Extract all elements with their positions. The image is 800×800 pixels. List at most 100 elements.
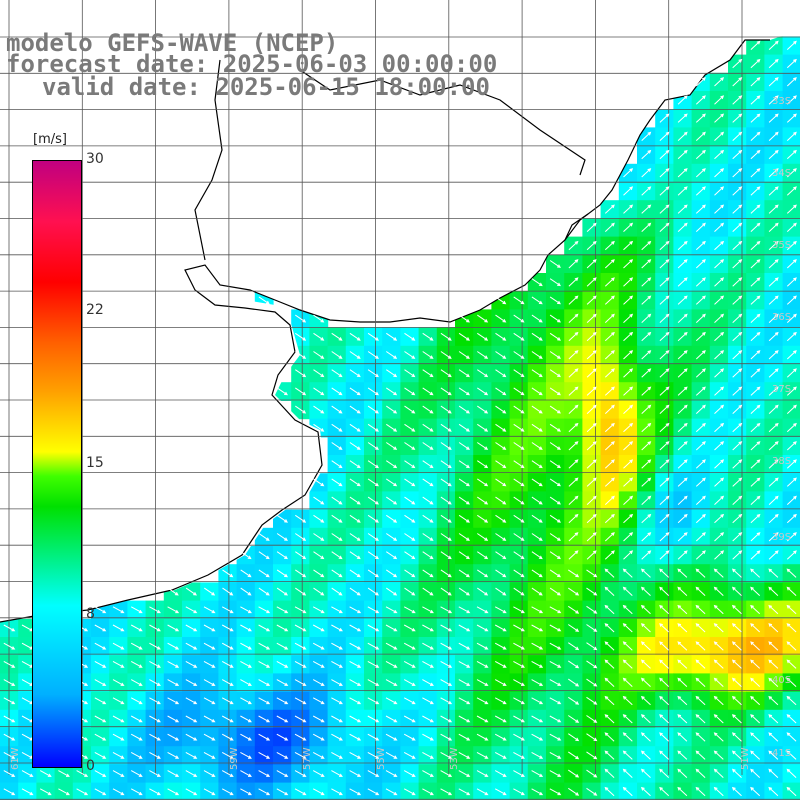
wind-arrow bbox=[677, 168, 688, 178]
wind-arrow bbox=[549, 624, 562, 632]
wind-arrow bbox=[458, 405, 470, 414]
wind-arrow bbox=[531, 606, 544, 614]
wind-arrow bbox=[750, 659, 761, 669]
wind-arrow bbox=[513, 551, 525, 560]
wind-arrow bbox=[240, 569, 252, 578]
wind-arrow bbox=[714, 368, 725, 378]
wind-arrow bbox=[659, 786, 670, 797]
wind-arrow bbox=[221, 660, 234, 668]
wind-arrow bbox=[367, 405, 379, 414]
wind-arrow bbox=[331, 679, 343, 686]
wind-arrow bbox=[39, 770, 52, 777]
wind-arrow bbox=[3, 733, 16, 741]
wind-arrow bbox=[385, 642, 398, 650]
wind-arrow bbox=[640, 623, 651, 633]
wind-arrow bbox=[440, 715, 453, 723]
wind-arrow bbox=[623, 422, 634, 433]
wind-arrow bbox=[659, 131, 670, 141]
wind-arrow bbox=[221, 788, 234, 796]
wind-arrow bbox=[549, 278, 561, 287]
wind-arrow bbox=[695, 113, 706, 123]
wind-arrow bbox=[403, 624, 416, 632]
wind-arrow bbox=[458, 369, 470, 378]
wind-arrow bbox=[531, 733, 544, 741]
wind-arrow bbox=[476, 770, 489, 777]
wind-arrow bbox=[313, 587, 325, 596]
wind-arrow bbox=[586, 769, 598, 778]
wind-arrow bbox=[440, 533, 452, 541]
wind-arrow bbox=[240, 587, 252, 596]
wind-arrow bbox=[713, 714, 724, 724]
lon-label-57w: 57W bbox=[302, 747, 313, 770]
wind-arrow bbox=[458, 624, 471, 632]
wind-arrow bbox=[622, 750, 633, 760]
wind-arrow bbox=[659, 459, 670, 469]
wind-arrow bbox=[240, 733, 252, 741]
wind-arrow bbox=[549, 260, 561, 268]
wind-arrow bbox=[604, 677, 615, 687]
wind-arrow bbox=[677, 277, 688, 287]
wind-arrow bbox=[568, 404, 579, 414]
wind-arrow bbox=[641, 350, 652, 360]
wind-arrow bbox=[313, 369, 325, 378]
wind-arrow bbox=[531, 278, 543, 287]
wind-arrow bbox=[549, 679, 562, 686]
wind-arrow bbox=[714, 386, 725, 396]
wind-arrow bbox=[185, 733, 198, 741]
wind-arrow bbox=[549, 405, 561, 414]
wind-arrow bbox=[276, 514, 288, 523]
wind-arrow bbox=[313, 533, 325, 541]
wind-arrow bbox=[768, 404, 779, 414]
wind-arrow bbox=[531, 314, 543, 323]
wind-arrow bbox=[641, 131, 652, 141]
wind-arrow bbox=[750, 477, 761, 487]
wind-arrow bbox=[768, 331, 779, 342]
wind-arrow bbox=[367, 332, 379, 341]
wind-arrow bbox=[313, 332, 325, 341]
wind-arrow bbox=[458, 751, 471, 759]
wind-arrow bbox=[313, 351, 325, 359]
wind-arrow bbox=[167, 751, 180, 759]
wind-arrow bbox=[149, 788, 161, 796]
wind-arrow bbox=[495, 296, 507, 305]
wind-arrow bbox=[641, 186, 652, 196]
wind-arrow bbox=[768, 368, 779, 378]
wind-arrow bbox=[422, 624, 434, 632]
colorbar-tick-22: 22 bbox=[86, 302, 104, 318]
wind-arrow bbox=[349, 533, 361, 541]
wind-arrow bbox=[640, 750, 651, 760]
wind-arrow bbox=[623, 532, 634, 542]
wind-arrow bbox=[768, 513, 779, 524]
wind-arrow bbox=[531, 351, 543, 359]
wind-arrow bbox=[240, 660, 252, 668]
wind-arrow bbox=[3, 770, 16, 777]
wind-arrow bbox=[531, 569, 543, 578]
wind-arrow bbox=[458, 715, 471, 723]
wind-arrow bbox=[695, 786, 706, 797]
wind-arrow bbox=[750, 131, 761, 141]
wind-arrow bbox=[768, 313, 779, 323]
wind-arrow bbox=[604, 732, 615, 742]
wind-arrow bbox=[623, 331, 634, 342]
wind-arrow bbox=[568, 751, 580, 760]
wind-arrow bbox=[513, 642, 525, 650]
wind-arrow bbox=[386, 496, 398, 505]
wind-arrow bbox=[549, 697, 562, 705]
wind-arrow bbox=[404, 423, 416, 432]
wind-arrow bbox=[695, 368, 706, 378]
wind-arrow bbox=[768, 295, 779, 305]
wind-arrow bbox=[458, 533, 470, 541]
wind-arrow bbox=[531, 587, 543, 596]
wind-arrow bbox=[240, 624, 252, 632]
wind-arrow bbox=[768, 714, 779, 724]
wind-arrow bbox=[659, 623, 670, 633]
wind-arrow bbox=[440, 733, 453, 741]
wind-arrow bbox=[385, 751, 398, 759]
wind-arrow bbox=[677, 550, 688, 560]
wind-arrow bbox=[623, 441, 634, 451]
wind-arrow bbox=[549, 788, 562, 796]
wind-arrow bbox=[768, 441, 779, 451]
colorbar-tick-15: 15 bbox=[86, 455, 104, 471]
wind-arrow bbox=[112, 697, 125, 705]
wind-arrow bbox=[677, 714, 688, 724]
